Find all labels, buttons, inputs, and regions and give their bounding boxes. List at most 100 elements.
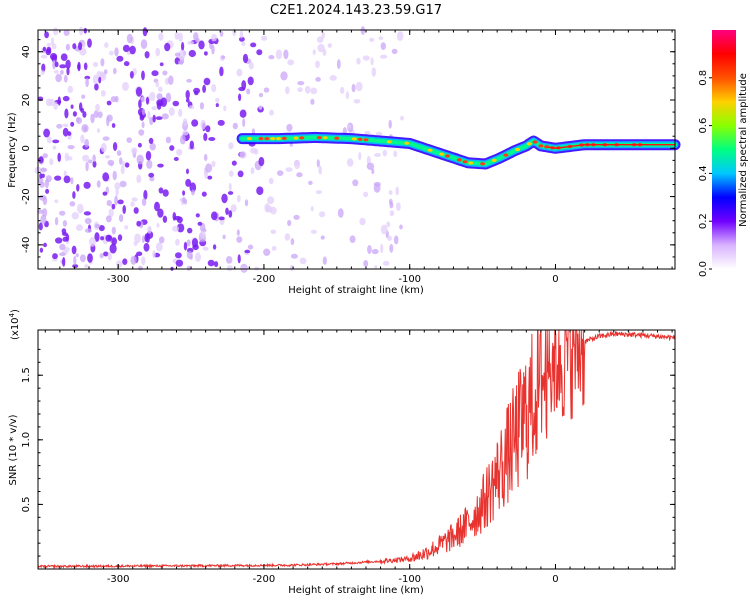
spectrogram-cell [195,213,200,218]
spectrogram-cell [46,46,52,54]
spectrogram-cell [172,225,179,232]
spectrogram-peak [281,136,287,140]
spectrogram-cell [352,179,359,187]
spectrogram-cell [84,138,89,148]
spectrogram-cell [296,172,303,178]
spectrogram-marks [34,26,681,273]
spectrogram-cell [400,115,404,121]
snr-y-axis-label: SNR (10 * v/v) [8,414,19,485]
spectrogram-cell [211,160,216,168]
spectrogram-cell [85,77,89,88]
spectrogram-cell [223,105,227,112]
spectrogram-y-axis-label: Frequency (Hz) [7,112,18,188]
spectrogram-cell [104,42,109,48]
spectrogram-cell [203,132,208,142]
spectrogram-cell [367,245,372,254]
spectrogram-peak [456,158,462,162]
spectrogram-cell [287,59,295,66]
spectrogram-cell [268,55,275,60]
spectrogram-cell [285,167,293,173]
spectrogram-cell [133,207,139,214]
spectrogram-cell [198,40,205,50]
spectrogram-cell [63,170,67,177]
spectrogram-cell [73,255,77,266]
spectrogram-cell [63,29,70,36]
spectrogram-cell [284,233,291,241]
spectrogram-cell [175,259,184,267]
spectrogram-cell [107,252,112,261]
spectrogram-cell [141,70,145,81]
spectrogram-cell [315,190,322,195]
spectrogram-cell [188,49,196,58]
spectrogram-cell [162,189,169,197]
spectrogram-cell [141,235,146,243]
snr-frame [37,329,676,570]
spectrogram-cell [119,180,127,188]
spectrogram-cell [52,139,60,144]
spectrogram-cell [241,80,247,90]
spectrogram-cell [380,224,388,235]
spectrogram-cell [135,86,143,97]
spectrogram-cell [239,109,247,118]
spectrogram-cell [51,43,57,50]
spectrogram-cell [120,165,125,175]
spectrogram-cell [100,58,105,67]
spectrogram-peak [357,137,363,141]
spectrogram-cell [369,37,375,42]
spectrogram-cell [67,131,72,136]
spectrogram-cell [396,202,401,211]
spectrogram-cell [136,154,144,165]
spectrogram-cell [195,252,201,262]
spectrogram-cell [77,203,84,214]
spectrogram-cell [40,167,48,172]
spectrogram-cell [231,160,237,166]
spectrogram-cell [304,85,311,94]
spectrogram-cell [151,70,159,77]
spectrogram-cell [232,122,238,130]
spectrogram-cell [157,208,164,218]
spectrogram-cell [359,217,366,226]
spectrogram-peak [404,141,410,145]
spectrogram-cell [168,107,175,116]
spectrogram-cell [94,232,100,242]
spectrogram-cell [59,64,67,69]
spectrogram-peak [468,161,474,165]
spectrogram-cell [129,71,134,79]
spectrogram-cell [139,115,145,121]
spectrogram-cell [70,104,74,109]
spectrogram-cell [154,201,160,212]
spectrogram-cell [386,221,391,228]
spectrogram-cell [155,47,161,57]
spectrogram-cell [371,168,375,175]
spectrogram-peak [334,136,340,140]
spectrogram-cell [83,62,88,71]
spectrogram-cell [64,152,70,162]
spectrogram-cell [157,163,164,168]
spectrogram-cell [182,190,186,196]
spectrogram-cell [200,119,206,130]
spectrogram-peak [491,158,497,162]
spectrogram-cell [82,41,86,48]
spectrogram-cell [374,153,381,157]
spectrogram-cell [263,87,270,93]
spectrogram-cell [94,83,99,91]
spectrogram-peak [322,136,328,140]
spectrogram-cell [318,165,323,175]
spectrogram-cell [346,158,354,167]
spectrogram-cell [162,215,168,223]
spectrogram-cell [124,225,129,230]
spectrogram-cell [244,199,249,207]
spectrogram-cell [131,147,138,154]
x-tick-label: -200 [253,574,276,585]
spectrogram-cell [175,238,180,246]
spectrogram-cell [388,190,393,195]
spectrogram-cell [205,125,211,133]
spectrogram-cell [228,182,232,192]
spectrogram-cell [366,162,375,170]
spectrogram-cell [104,155,111,159]
spectrogram-cell [79,26,84,36]
spectrogram-cell [380,42,386,50]
spectrogram-cell [148,137,154,144]
spectrogram-cell [287,219,292,227]
